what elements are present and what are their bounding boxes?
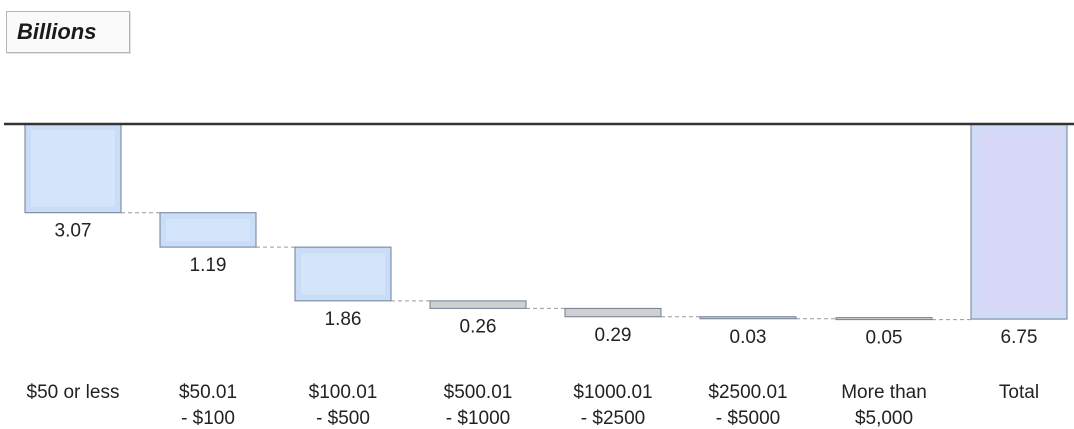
category-label: - $100 xyxy=(181,408,235,429)
category-label: - $1000 xyxy=(446,408,510,429)
value-label: 0.05 xyxy=(866,328,903,349)
value-label: 0.03 xyxy=(730,327,767,348)
category-label: More than xyxy=(841,382,927,403)
bar xyxy=(429,300,527,309)
value-label: 3.07 xyxy=(55,221,92,242)
value-label: 1.86 xyxy=(325,309,362,330)
bar-highlight xyxy=(166,218,250,242)
category-label: $100.01 xyxy=(309,382,378,403)
unit-label: Billions xyxy=(17,19,97,44)
bar-highlight xyxy=(977,130,1061,314)
bar-highlight xyxy=(31,130,115,207)
category-label: $1000.01 xyxy=(573,382,652,403)
bar xyxy=(564,307,662,318)
category-label: $50 or less xyxy=(27,382,120,403)
bar xyxy=(699,316,797,320)
unit-label-box: Billions xyxy=(6,11,130,53)
category-label: Total xyxy=(999,382,1039,403)
category-label: $2500.01 xyxy=(708,382,787,403)
value-label: 0.26 xyxy=(460,316,497,337)
category-label: $5,000 xyxy=(855,408,913,429)
category-label: - $2500 xyxy=(581,408,645,429)
category-label: - $5000 xyxy=(716,408,780,429)
value-label: 0.29 xyxy=(595,325,632,346)
value-label: 1.19 xyxy=(190,255,227,276)
category-label: $500.01 xyxy=(444,382,513,403)
category-label: - $500 xyxy=(316,408,370,429)
value-label: 6.75 xyxy=(1001,327,1038,348)
bar-highlight xyxy=(301,253,385,295)
category-label: $50.01 xyxy=(179,382,237,403)
bar xyxy=(835,317,933,321)
